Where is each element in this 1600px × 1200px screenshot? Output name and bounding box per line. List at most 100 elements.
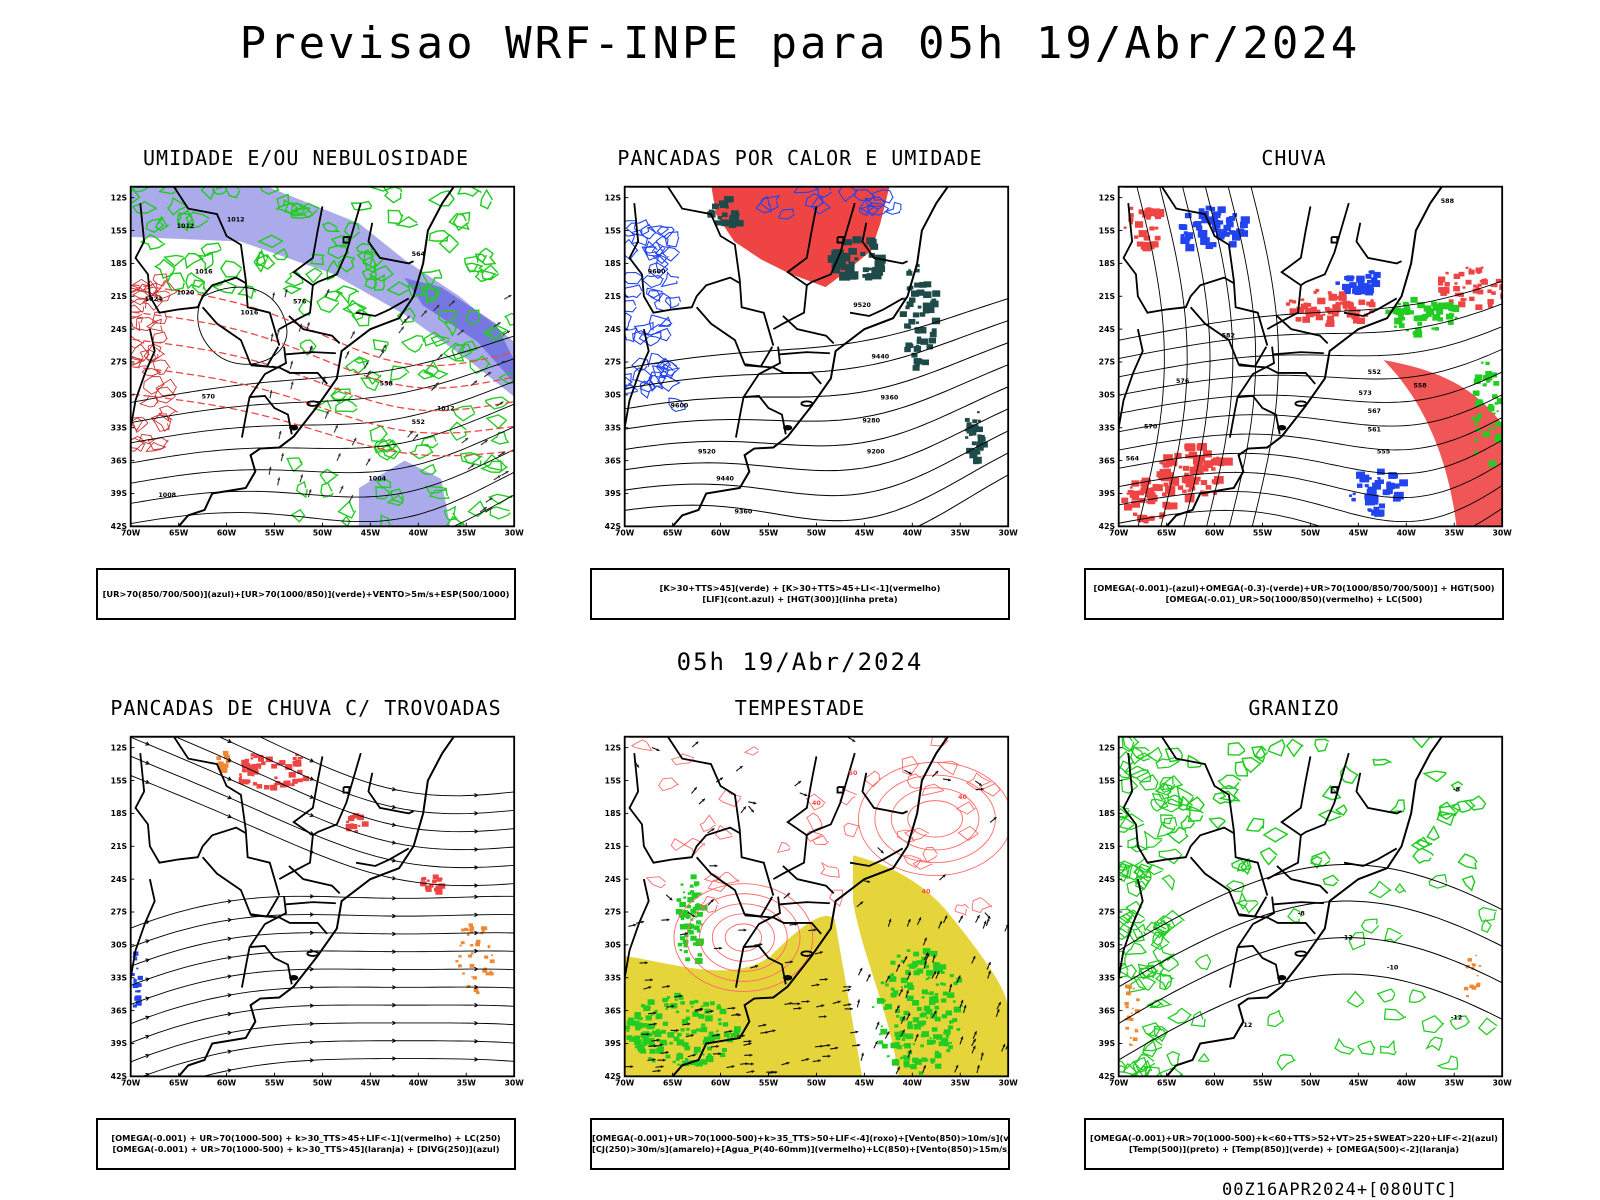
contour-label: 40 — [922, 888, 931, 896]
wind-850-strong — [718, 1022, 722, 1026]
wind-vector-850 — [774, 1070, 778, 1074]
convective-area — [828, 258, 834, 263]
humidity-low-level — [442, 342, 466, 362]
map-pancadas-calor[interactable]: 9600952094409360928092009600952094409360… — [590, 176, 1018, 548]
panel-title: UMIDADE E/OU NEBULOSIDADE — [142, 146, 470, 170]
convective-area — [932, 290, 941, 297]
lon-tick-label: 65W — [1157, 528, 1177, 537]
omega-weak — [1185, 244, 1195, 252]
wind-vector-850 — [960, 999, 964, 1004]
wind-vector-850 — [729, 1029, 733, 1033]
legend-box: [K>30+TTS>45](verde) + [K>30+TTS>45+LI<-… — [590, 568, 1010, 620]
rain-area — [1351, 312, 1360, 320]
streamline-arrow — [227, 955, 232, 960]
political-border — [1118, 328, 1144, 464]
wind-850-strong — [662, 997, 668, 1003]
legend-line: [UR>70(850/700/500)](azul)+[UR>70(1000/8… — [102, 588, 510, 599]
temp-850-contour — [1376, 988, 1396, 1003]
map-granizo[interactable]: -8-12-10-12-12-812S15S18S21S24S27S30S33S… — [1084, 726, 1512, 1098]
omega-strong — [1400, 316, 1406, 321]
wind-850-strong — [717, 1004, 721, 1007]
rain-area — [1182, 489, 1187, 494]
lat-tick-label: 42S — [605, 522, 622, 531]
temp-850-contour — [1160, 814, 1174, 825]
lifted-index-contour — [817, 186, 833, 199]
rain-area — [1193, 467, 1198, 470]
rain-area — [1295, 316, 1302, 322]
temp-850-contour — [1276, 1054, 1296, 1071]
wind-850-strong — [696, 920, 702, 925]
map-chuva[interactable]: 58858257657056455855257356756155512S15S1… — [1084, 176, 1512, 548]
wind-850-strong — [872, 1006, 875, 1008]
omega-strong — [1482, 431, 1490, 437]
omega-weak — [1240, 216, 1250, 224]
map-background — [130, 736, 515, 1077]
wind-850-strong — [903, 1055, 911, 1061]
streamline-arrow — [227, 738, 232, 743]
thunderstorm-area — [350, 823, 354, 826]
contour-label: 570 — [202, 393, 216, 401]
isobar — [130, 380, 515, 444]
wind-850-strong — [649, 1048, 656, 1054]
wind-850-strong — [952, 1000, 956, 1003]
wind-vector-850 — [743, 806, 746, 810]
wind-vector-850 — [710, 1009, 714, 1013]
temp-850-contour — [1212, 790, 1237, 805]
humidity-low-level — [284, 202, 306, 216]
rain-area — [1159, 515, 1164, 519]
wind-850-strong — [880, 1025, 883, 1028]
wind-vector-850 — [848, 1003, 852, 1007]
wind-850-strong — [924, 964, 930, 969]
wind-850-strong — [953, 981, 958, 986]
thunderstorm-area — [242, 779, 249, 785]
wind-850-strong — [918, 1071, 924, 1075]
omega-strong — [1475, 984, 1480, 988]
wind-vector-850 — [665, 1051, 669, 1055]
precipitable-water — [954, 903, 969, 916]
lat-tick-label: 30S — [605, 941, 622, 950]
lat-tick-label: 27S — [605, 908, 622, 917]
wind-vector-850 — [983, 920, 987, 924]
wind-vector-850 — [955, 1064, 959, 1069]
lat-tick-label: 36S — [1099, 456, 1116, 465]
lon-tick-label: 30W — [1493, 528, 1513, 537]
contour-label: 1012 — [177, 222, 195, 230]
map-tempestade[interactable]: 4040504012S15S18S21S24S27S30S33S36S39S42… — [590, 726, 1018, 1098]
map-umidade[interactable]: 1012101210161020102410161008100457057656… — [96, 176, 524, 548]
precipitable-water — [811, 835, 830, 846]
rain-area — [1148, 487, 1154, 493]
rain-area — [1475, 304, 1483, 311]
rain-area — [1303, 302, 1309, 307]
wind-vector-850 — [772, 1029, 776, 1033]
wind-850-strong — [669, 1041, 673, 1045]
omega-strong — [1477, 413, 1483, 419]
rain-area — [1352, 318, 1360, 324]
humidity-low-level — [320, 482, 334, 498]
lat-tick-label: 12S — [605, 193, 622, 202]
omega-weak — [1366, 287, 1374, 294]
wind-vector-850 — [765, 1030, 769, 1034]
rain-area — [1185, 454, 1191, 459]
precipitable-water — [670, 753, 695, 766]
convective-area — [923, 281, 932, 288]
streamline-arrow — [227, 936, 232, 942]
wind-850-strong — [651, 1059, 656, 1063]
omega-weak — [1371, 509, 1379, 516]
streamline-arrow — [227, 776, 232, 781]
political-border — [1123, 736, 1269, 896]
shower-area — [470, 943, 474, 947]
wind-850-strong — [698, 1013, 705, 1019]
wind-vector-850 — [652, 1058, 656, 1062]
wind-850-strong — [634, 1039, 642, 1045]
wind-850-strong — [676, 1039, 685, 1046]
political-border — [285, 901, 336, 906]
wind-850-strong — [907, 985, 915, 990]
omega-weak — [1361, 288, 1370, 295]
relief-contour — [146, 343, 162, 362]
convective-area — [966, 422, 972, 427]
wind-850-strong — [886, 1055, 890, 1058]
rain-area — [1306, 303, 1312, 307]
wind-850-strong — [694, 904, 703, 911]
wind-850-strong — [899, 1030, 905, 1035]
